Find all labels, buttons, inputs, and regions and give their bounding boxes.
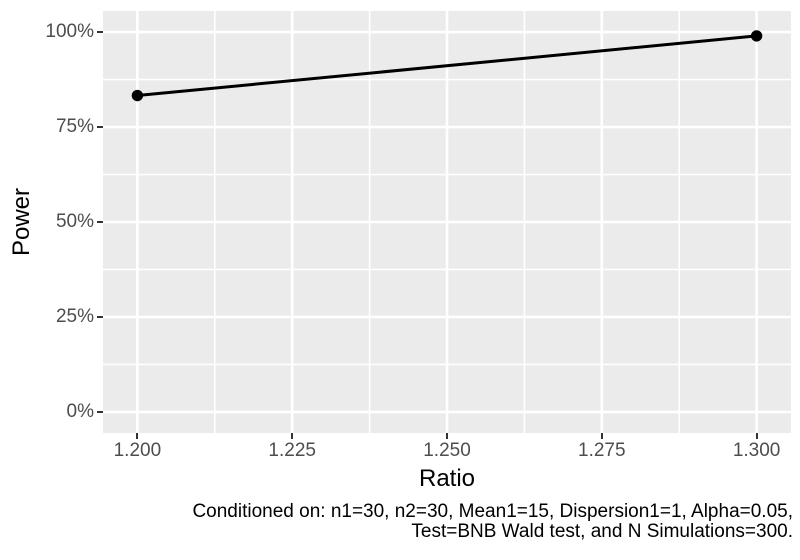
x-tick-label: 1.200 <box>113 440 162 461</box>
x-tick-label: 1.225 <box>268 440 316 461</box>
data-point <box>131 89 144 102</box>
y-tick-mark <box>97 126 103 129</box>
y-tick-mark <box>97 31 103 34</box>
y-tick-label: 100% <box>45 21 94 43</box>
x-tick-mark <box>446 433 448 439</box>
y-tick-label: 50% <box>55 211 94 232</box>
x-tick-mark <box>291 433 294 439</box>
data-point <box>750 30 763 42</box>
series-line-power <box>137 34 757 98</box>
y-tick-mark <box>97 221 103 223</box>
x-axis-title: Ratio <box>418 465 476 492</box>
x-tick-mark <box>755 433 758 439</box>
x-tick-mark <box>600 433 603 439</box>
y-tick-mark <box>97 315 103 318</box>
y-tick-label: 0% <box>66 400 94 422</box>
y-tick-label: 25% <box>55 305 94 327</box>
caption-line-1: Conditioned on: n1=30, n2=30, Mean1=15, … <box>192 501 793 522</box>
x-tick-label: 1.300 <box>732 440 781 461</box>
plot-panel <box>103 11 791 433</box>
power-line-chart <box>103 11 791 433</box>
y-tick-label: 75% <box>55 116 94 138</box>
caption-line-2: Test=BNB Wald test, and N Simulations=30… <box>411 520 793 542</box>
x-tick-label: 1.250 <box>423 440 471 461</box>
y-tick-mark <box>97 410 103 413</box>
x-tick-label: 1.275 <box>578 440 626 461</box>
plot-caption: Conditioned on: n1=30, n2=30, Mean1=15, … <box>192 502 793 541</box>
x-tick-mark <box>136 433 139 439</box>
